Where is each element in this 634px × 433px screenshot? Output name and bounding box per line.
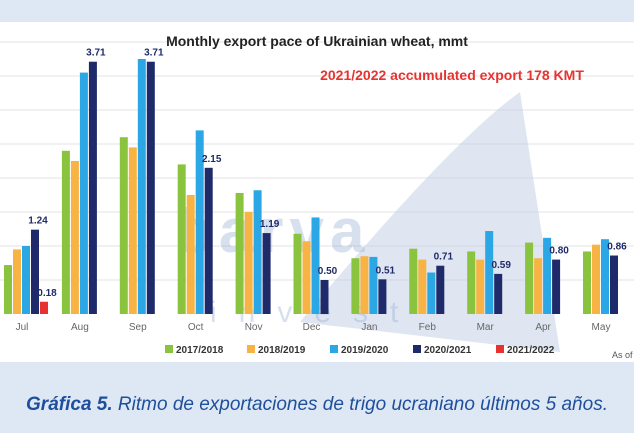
- bar-2019-2020-nov: [253, 190, 262, 314]
- x-tick-label: Nov: [245, 322, 263, 333]
- bar-2020-2021-sep: [146, 61, 155, 314]
- bar-2017-2018-jan: [351, 258, 360, 314]
- bar-2020-2021-nov: [262, 233, 271, 314]
- bar-2019-2020-sep: [137, 59, 146, 314]
- bar-2018-2019-sep: [128, 147, 137, 314]
- bar-2018-2019-aug: [70, 161, 79, 314]
- bar-2017-2018-mar: [467, 251, 476, 314]
- bar-2018-2019-may: [592, 244, 600, 314]
- legend-swatch: [496, 345, 504, 353]
- corner-note: As of: [612, 350, 633, 360]
- x-tick-label: Jul: [16, 322, 29, 333]
- legend-swatch: [165, 345, 173, 353]
- bar-2017-2018-oct: [177, 164, 186, 314]
- x-tick-label: Oct: [188, 322, 204, 333]
- x-tick-label: Aug: [71, 322, 89, 333]
- legend-label: 2020/2021: [424, 345, 472, 356]
- data-label: 0.51: [376, 265, 396, 276]
- x-tick-label: May: [592, 322, 611, 333]
- bar-2020-2021-feb: [436, 265, 445, 314]
- bar-2020-2021-jul: [31, 229, 39, 314]
- bar-2020-2021-may: [610, 255, 618, 314]
- legend-swatch: [330, 345, 338, 353]
- chart-panel: barvainvestMonthly export pace of Ukrain…: [0, 22, 634, 362]
- bar-2017-2018-aug: [61, 150, 70, 314]
- data-label: 0.71: [434, 252, 454, 263]
- bar-2019-2020-may: [601, 239, 609, 314]
- caption-text: Ritmo de exportaciones de trigo ucranian…: [112, 394, 608, 415]
- data-label: 3.71: [86, 48, 106, 59]
- x-tick-label: Sep: [129, 322, 147, 333]
- bar-2018-2019-jul: [13, 249, 21, 314]
- legend-label: 2017/2018: [176, 345, 224, 356]
- bar-2018-2019-mar: [476, 259, 485, 314]
- bar-2017-2018-feb: [409, 248, 418, 314]
- bar-2018-2019-nov: [244, 212, 253, 314]
- bar-2020-2021-aug: [88, 61, 97, 314]
- bar-2019-2020-feb: [427, 272, 436, 314]
- legend-swatch: [247, 345, 255, 353]
- bar-2017-2018-may: [583, 251, 591, 314]
- figure-caption: Gráfica 5. Ritmo de exportaciones de tri…: [0, 394, 634, 416]
- bar-2020-2021-jan: [378, 279, 387, 314]
- bar-chart: barvainvestMonthly export pace of Ukrain…: [0, 33, 634, 360]
- bar-2018-2019-jan: [360, 256, 369, 314]
- bar-2017-2018-sep: [119, 137, 128, 314]
- x-tick-label: Dec: [303, 322, 321, 333]
- bar-2021-2022-jul: [40, 301, 48, 314]
- x-tick-label: Feb: [419, 322, 437, 333]
- data-label: 0.59: [491, 260, 511, 271]
- data-label: 0.80: [549, 246, 569, 257]
- bar-2018-2019-apr: [534, 258, 543, 314]
- legend-label: 2018/2019: [258, 345, 306, 356]
- bar-2019-2020-oct: [195, 130, 204, 314]
- bar-2017-2018-nov: [235, 192, 244, 314]
- data-label: 1.19: [260, 219, 280, 230]
- bar-2017-2018-dec: [293, 233, 302, 314]
- x-tick-label: Jan: [361, 322, 377, 333]
- watermark-brand: barva: [175, 197, 370, 266]
- bar-2020-2021-apr: [552, 259, 561, 314]
- data-label: 1.24: [28, 216, 48, 227]
- bar-2017-2018-apr: [525, 242, 534, 314]
- bar-2020-2021-mar: [494, 273, 503, 314]
- data-label: 0.50: [318, 266, 338, 277]
- bar-2018-2019-feb: [418, 259, 427, 314]
- data-label: 2.15: [202, 154, 222, 165]
- bar-2020-2021-dec: [320, 280, 329, 314]
- bar-2020-2021-oct: [204, 167, 213, 314]
- bar-2019-2020-jan: [369, 256, 378, 314]
- x-tick-label: Apr: [535, 322, 551, 333]
- chart-annotation: 2021/2022 accumulated export 178 KMT: [320, 67, 584, 83]
- legend-swatch: [413, 345, 421, 353]
- data-label: 0.86: [607, 242, 627, 253]
- bar-2018-2019-dec: [302, 241, 311, 314]
- legend-label: 2019/2020: [341, 345, 389, 356]
- bar-2019-2020-mar: [485, 231, 494, 314]
- caption-label: Gráfica 5.: [26, 394, 113, 415]
- legend-label: 2021/2022: [507, 345, 555, 356]
- bar-2019-2020-jul: [22, 246, 30, 314]
- bar-2019-2020-dec: [311, 217, 320, 314]
- bar-2019-2020-apr: [543, 237, 552, 314]
- chart-title: Monthly export pace of Ukrainian wheat, …: [166, 33, 468, 49]
- bar-2017-2018-jul: [4, 265, 12, 314]
- data-label: 3.71: [144, 48, 164, 59]
- bar-2019-2020-aug: [79, 72, 88, 314]
- data-label: 0.18: [37, 288, 57, 299]
- x-tick-label: Mar: [477, 322, 495, 333]
- bar-2018-2019-oct: [186, 195, 195, 314]
